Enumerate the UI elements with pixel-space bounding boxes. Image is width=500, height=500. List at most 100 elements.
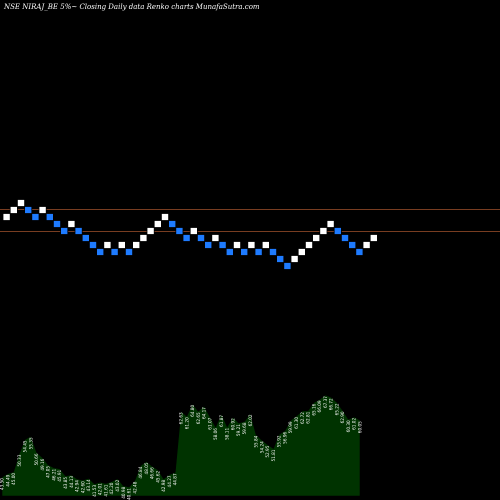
volume-value-label: 62.63 bbox=[179, 412, 184, 424]
renko-brick-down bbox=[283, 262, 292, 270]
renko-brick-down bbox=[175, 227, 184, 235]
renko-brick-up bbox=[326, 220, 335, 228]
volume-value-label: 65.22 bbox=[334, 403, 339, 415]
volume-value-label: 62.02 bbox=[248, 414, 253, 426]
volume-value-label: 56.96 bbox=[282, 431, 287, 443]
renko-brick-up bbox=[67, 220, 76, 228]
volume-value-label: 58.06 bbox=[213, 428, 218, 440]
renko-brick-down bbox=[340, 234, 349, 242]
volume-value-label: 43.85 bbox=[63, 477, 68, 489]
volume-value-label: 46.21 bbox=[51, 468, 56, 480]
volume-value-label: 60.05 bbox=[358, 421, 363, 433]
volume-value-label: 52.95 bbox=[265, 445, 270, 457]
volume-value-label: 47.05 bbox=[46, 466, 51, 478]
renko-brick-up bbox=[38, 206, 47, 214]
renko-brick-down bbox=[182, 234, 191, 242]
volume-value-label: 50.33 bbox=[17, 454, 22, 466]
renko-brick-down bbox=[225, 248, 234, 256]
renko-brick-up bbox=[132, 241, 141, 249]
volume-value-label: 61.02 bbox=[352, 418, 357, 430]
renko-brick-down bbox=[53, 220, 62, 228]
renko-brick-down bbox=[276, 255, 285, 263]
renko-brick-down bbox=[333, 227, 342, 235]
volume-value-label: 42.01 bbox=[98, 483, 103, 495]
volume-value-label: 42.48 bbox=[132, 481, 137, 493]
volume-value-label: 62.72 bbox=[300, 412, 305, 424]
volume-value-label: 62.65 bbox=[196, 412, 201, 424]
renko-brick-up bbox=[146, 227, 155, 235]
renko-brick-down bbox=[254, 248, 263, 256]
renko-brick-up bbox=[103, 241, 112, 249]
volume-value-label: 59.99 bbox=[288, 421, 293, 433]
volume-value-label: 43.50 bbox=[0, 478, 5, 490]
volume-value-label: 54.45 bbox=[23, 440, 28, 452]
renko-brick-down bbox=[125, 248, 134, 256]
renko-brick-down bbox=[24, 206, 33, 214]
volume-value-label: 44.87 bbox=[173, 473, 178, 485]
volume-value-label: 51.81 bbox=[271, 449, 276, 461]
volume-value-label: 50.66 bbox=[34, 453, 39, 465]
renko-brick-up bbox=[312, 234, 321, 242]
chart-title: NSE NIRAJ_BE 5%~ Closing Daily data Renk… bbox=[3, 3, 260, 11]
volume-value-label: 62.81 bbox=[306, 411, 311, 423]
volume-value-label: 44.49 bbox=[5, 474, 10, 486]
volume-value-label: 58.11 bbox=[225, 428, 230, 440]
volume-value-label: 44.13 bbox=[69, 476, 74, 488]
renko-brick-down bbox=[60, 227, 69, 235]
volume-value-label: 65.16 bbox=[311, 403, 316, 415]
renko-brick-down bbox=[31, 213, 40, 221]
volume-value-label: 67.37 bbox=[323, 396, 328, 408]
volume-value-label: 43.14 bbox=[86, 479, 91, 491]
volume-value-label: 43.02 bbox=[115, 479, 120, 491]
volume-value-label: 61.07 bbox=[207, 417, 212, 429]
renko-brick-up bbox=[297, 248, 306, 256]
volume-value-label: 41.53 bbox=[92, 485, 97, 497]
renko-brick-down bbox=[74, 227, 83, 235]
volume-value-label: 41.61 bbox=[103, 484, 108, 496]
volume-value-label: 55.35 bbox=[28, 437, 33, 449]
renko-brick-up bbox=[160, 213, 169, 221]
reference-lines bbox=[0, 209, 500, 232]
renko-brick-down bbox=[204, 241, 213, 249]
volume-area-path bbox=[1, 394, 361, 497]
volume-value-label: 55.84 bbox=[254, 435, 259, 447]
renko-brick-up bbox=[153, 220, 162, 228]
renko-brick-up bbox=[189, 227, 198, 235]
volume-value-label: 60.92 bbox=[230, 418, 235, 430]
renko-brick-down bbox=[348, 241, 357, 249]
renko-brick-down bbox=[268, 248, 277, 256]
volume-value-label: 40.98 bbox=[121, 486, 126, 498]
volume-value-label: 59.68 bbox=[242, 422, 247, 434]
renko-brick-down bbox=[218, 241, 227, 249]
renko-brick-up bbox=[261, 241, 270, 249]
volume-value-label: 42.20 bbox=[109, 482, 114, 494]
renko-brick-up bbox=[139, 234, 148, 242]
volume-value-label: 66.72 bbox=[329, 398, 334, 410]
volume-value-label: 54.24 bbox=[259, 441, 264, 453]
volume-value-label: 40.61 bbox=[127, 488, 132, 500]
volume-value-label: 49.16 bbox=[40, 458, 45, 470]
renko-brick-down bbox=[81, 234, 90, 242]
volume-value-label: 55.92 bbox=[277, 435, 282, 447]
renko-brick-up bbox=[369, 234, 378, 242]
renko-brick-up bbox=[362, 241, 371, 249]
renko-brick-up bbox=[9, 206, 18, 214]
renko-brick-down bbox=[89, 241, 98, 249]
renko-brick-up bbox=[117, 241, 126, 249]
renko-brick-up bbox=[319, 227, 328, 235]
volume-value-label: 61.87 bbox=[219, 415, 224, 427]
renko-brick-up bbox=[247, 241, 256, 249]
volume-value-label: 42.60 bbox=[80, 481, 85, 493]
volume-value-label: 64.80 bbox=[190, 405, 195, 417]
renko-brick-up bbox=[290, 255, 299, 263]
renko-brick-up bbox=[304, 241, 313, 249]
volume-value-label: 64.17 bbox=[202, 407, 207, 419]
renko-bricks bbox=[2, 199, 378, 270]
renko-brick-down bbox=[110, 248, 119, 256]
renko-brick-down bbox=[196, 234, 205, 242]
renko-brick-down bbox=[355, 248, 364, 256]
volume-value-label: 45.00 bbox=[11, 473, 16, 485]
volume-value-label: 62.90 bbox=[340, 411, 345, 423]
renko-brick-up bbox=[232, 241, 241, 249]
